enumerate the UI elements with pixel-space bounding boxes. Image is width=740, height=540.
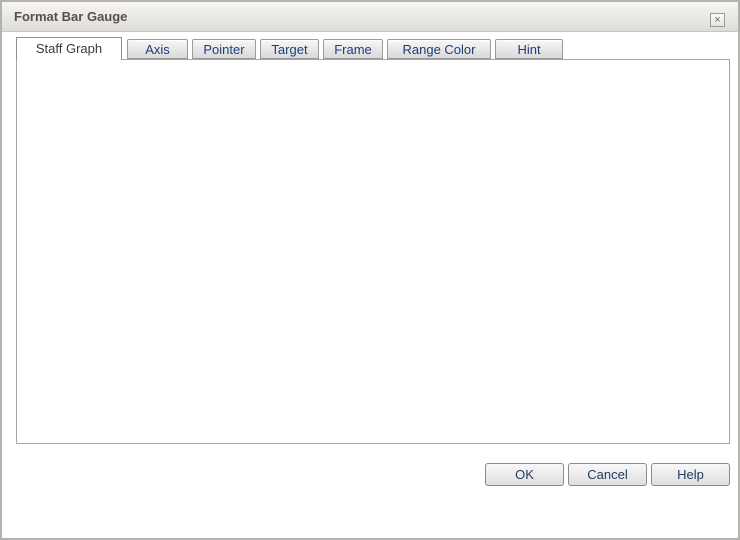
tab-range-color[interactable]: Range Color [387,39,491,59]
tab-staff-graph[interactable]: Staff Graph [16,37,122,60]
tab-axis[interactable]: Axis [127,39,188,59]
tab-hint[interactable]: Hint [495,39,563,59]
tab-target[interactable]: Target [260,39,319,59]
dialog-title: Format Bar Gauge [14,9,128,24]
help-button[interactable]: Help [651,463,730,486]
ok-button[interactable]: OK [485,463,564,486]
cancel-button[interactable]: Cancel [568,463,647,486]
close-icon[interactable]: × [710,13,725,27]
dialog-titlebar: Format Bar Gauge × [2,2,738,32]
tab-frame[interactable]: Frame [323,39,383,59]
tab-content-panel [16,59,730,444]
tab-pointer[interactable]: Pointer [192,39,256,59]
